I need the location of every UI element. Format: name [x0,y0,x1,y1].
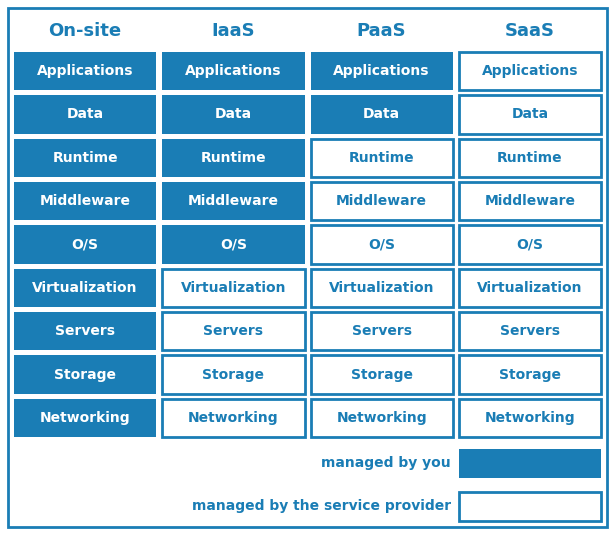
Bar [162,52,304,90]
Bar [14,182,156,220]
Text: Storage: Storage [54,368,116,381]
Text: Data: Data [363,108,400,121]
Bar [311,225,453,264]
Bar [14,95,156,134]
Text: Storage: Storage [351,368,413,381]
Bar [162,225,304,264]
Text: managed by the service provider: managed by the service provider [192,499,451,513]
Text: Virtualization: Virtualization [33,281,138,295]
Bar [162,312,304,350]
Text: Runtime: Runtime [497,151,563,165]
Text: Runtime: Runtime [200,151,266,165]
Bar [162,269,304,307]
Text: O/S: O/S [368,238,395,251]
Bar [162,399,304,437]
Bar [311,52,453,90]
Text: PaaS: PaaS [357,22,407,40]
Bar [311,182,453,220]
Text: Data: Data [66,108,104,121]
Text: IaaS: IaaS [212,22,255,40]
Bar [311,269,453,307]
Bar [459,355,601,394]
Bar [14,269,156,307]
Text: Storage: Storage [202,368,264,381]
Text: Networking: Networking [485,411,575,425]
Text: Servers: Servers [55,324,115,338]
Text: managed by you: managed by you [321,456,451,470]
Text: Applications: Applications [482,64,578,78]
Text: Servers: Servers [352,324,411,338]
Text: Applications: Applications [37,64,133,78]
Text: Data: Data [215,108,252,121]
Text: Virtualization: Virtualization [477,281,582,295]
Text: On-site: On-site [49,22,122,40]
Bar [311,139,453,177]
Text: O/S: O/S [71,238,98,251]
Text: Networking: Networking [336,411,427,425]
Bar [459,139,601,177]
Bar [14,139,156,177]
Bar [162,355,304,394]
Bar [311,355,453,394]
Bar [459,269,601,307]
Bar [459,312,601,350]
Bar [311,95,453,134]
Text: Middleware: Middleware [39,194,130,208]
Bar [14,225,156,264]
Text: O/S: O/S [220,238,247,251]
Bar [459,399,601,437]
Text: Data: Data [511,108,549,121]
Text: Servers: Servers [204,324,263,338]
Bar [162,139,304,177]
Text: Applications: Applications [333,64,430,78]
Bar [459,95,601,134]
Text: Middleware: Middleware [188,194,279,208]
Text: Runtime: Runtime [52,151,118,165]
Bar [14,52,156,90]
Text: SaaS: SaaS [505,22,555,40]
Text: Networking: Networking [40,411,130,425]
Bar [162,182,304,220]
Bar [459,449,601,478]
Text: Virtualization: Virtualization [329,281,434,295]
Bar [459,492,601,521]
Text: Runtime: Runtime [349,151,415,165]
Text: Applications: Applications [185,64,282,78]
Bar [311,399,453,437]
Text: Servers: Servers [500,324,560,338]
Text: O/S: O/S [517,238,544,251]
Bar [459,225,601,264]
Bar [162,95,304,134]
Bar [459,182,601,220]
Text: Middleware: Middleware [336,194,427,208]
Bar [14,399,156,437]
Bar [459,52,601,90]
Bar [14,355,156,394]
Bar [311,312,453,350]
Text: Networking: Networking [188,411,279,425]
Bar [14,312,156,350]
Text: Virtualization: Virtualization [181,281,286,295]
Text: Middleware: Middleware [485,194,576,208]
Text: Storage: Storage [499,368,561,381]
